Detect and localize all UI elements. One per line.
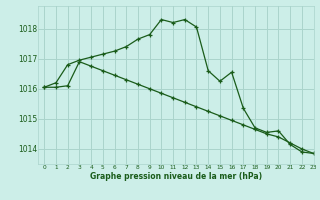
X-axis label: Graphe pression niveau de la mer (hPa): Graphe pression niveau de la mer (hPa)	[90, 172, 262, 181]
